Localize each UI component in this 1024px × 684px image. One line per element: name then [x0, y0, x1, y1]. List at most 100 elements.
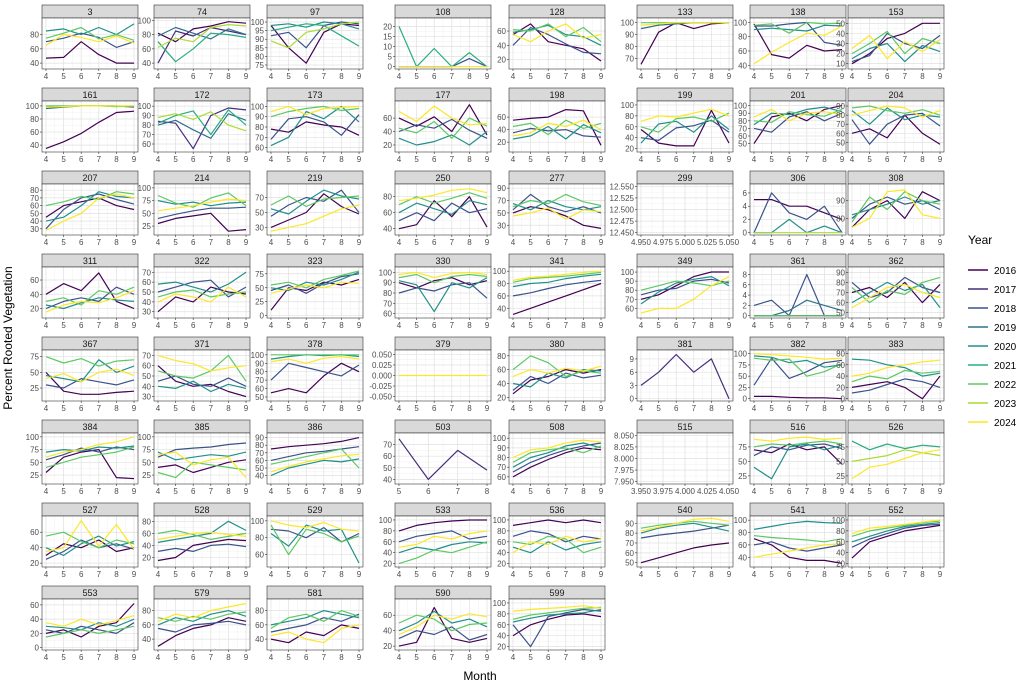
y-tick-label: 90	[625, 31, 634, 40]
y-tick-label: 60	[836, 538, 845, 547]
panel-strip-label: 529	[307, 505, 322, 515]
series-line-2022	[270, 524, 360, 556]
y-tick-label: 60	[497, 473, 506, 482]
x-tick-label: 5	[769, 72, 774, 81]
x-tick-label: 7	[692, 72, 697, 81]
x-tick-label: 8	[581, 570, 586, 579]
x-tick-label: 9	[727, 72, 732, 81]
series-line-2020	[640, 522, 730, 534]
x-tick-label: 4	[44, 321, 49, 330]
x-tick-label: 9	[599, 155, 604, 164]
y-tick-label: 25	[836, 472, 845, 481]
y-tick-label: 100	[251, 18, 265, 27]
panel-strip-label: 138	[790, 7, 805, 17]
panel-strip-label: 199	[677, 90, 692, 100]
x-tick-label: 5.050	[719, 238, 740, 247]
y-tick-label: 75	[836, 443, 845, 452]
panel-strip-label: 382	[790, 339, 805, 349]
y-tick-label: 0	[841, 395, 846, 404]
y-tick-label: -0.050	[369, 393, 392, 402]
x-tick-label: 4	[850, 321, 855, 330]
x-tick-label: 5	[414, 72, 419, 81]
y-tick-label: 60	[142, 529, 151, 538]
x-tick-label: 4	[44, 487, 49, 496]
panel-308: 308 80 90 4 5 6 7 8 9	[836, 170, 945, 247]
y-tick-label: 25	[142, 222, 151, 231]
panel-382: 382 0 25 50 75 100 4 5 6 7 8 9	[734, 336, 847, 413]
y-tick-label: 90	[738, 109, 747, 118]
x-tick-label: 4	[639, 72, 644, 81]
y-tick-label: 100	[26, 433, 40, 442]
y-tick-label: 50	[836, 19, 845, 28]
x-tick-label: 7	[564, 155, 569, 164]
x-tick-label: 8	[920, 487, 925, 496]
series-line-2018	[753, 111, 843, 133]
x-tick-label: 5	[61, 404, 66, 413]
series-line-2022	[45, 625, 135, 638]
x-tick-label: 9	[244, 321, 249, 330]
series-line-2024	[45, 33, 135, 46]
series-line-2019	[157, 26, 247, 40]
y-tick-label: 20	[836, 560, 845, 569]
series-line-2024	[157, 354, 247, 372]
series-line-2024	[157, 451, 247, 478]
x-tick-label: 4	[752, 321, 757, 330]
x-tick-label: 9	[727, 321, 732, 330]
x-tick-label: 7	[903, 487, 908, 496]
panel-516: 516 25 50 75 4 5 6 7 8 9	[738, 419, 847, 496]
y-tick-label: 0	[260, 312, 265, 321]
series-line-2018	[270, 114, 360, 140]
y-tick-label: 100	[138, 184, 152, 193]
series-line-2022	[512, 193, 602, 208]
x-tick-label: 9	[132, 404, 137, 413]
series-line-2018	[157, 279, 247, 298]
y-tick-label: 10	[383, 43, 392, 52]
x-tick-label: 4	[752, 72, 757, 81]
y-tick-label: 40	[836, 29, 845, 38]
panel-border	[394, 183, 492, 236]
x-tick-label: 8	[920, 238, 925, 247]
x-tick-label: 7	[564, 321, 569, 330]
x-tick-label: 8	[920, 321, 925, 330]
series-line-2018	[45, 286, 135, 310]
panel-strip-label: 361	[790, 256, 805, 266]
y-tick-label: 70	[625, 539, 634, 548]
panel-strip-label: 590	[435, 588, 450, 598]
x-tick-label: 9	[599, 487, 604, 496]
y-tick-label: 80	[142, 517, 151, 526]
panel-strip-label: 3	[87, 7, 92, 17]
x-tick-label: 5	[414, 238, 419, 247]
series-line-2024	[851, 449, 941, 480]
x-tick-label: 5.000	[675, 238, 696, 247]
panel-border	[508, 432, 606, 485]
y-tick-label: 50	[30, 209, 39, 218]
panel-3: 3 40 60 80 4 5 6 7 8 9	[30, 4, 139, 81]
panel-strip-label: 214	[194, 173, 209, 183]
panel-strip-label: 540	[677, 505, 692, 515]
x-tick-label: 8	[920, 570, 925, 579]
series-line-2018	[754, 21, 843, 46]
series-line-2022	[851, 30, 941, 55]
y-tick-label: 0.025	[372, 361, 393, 370]
series-line-2022	[753, 108, 843, 123]
panel-border	[847, 349, 945, 402]
series-line-2020	[398, 277, 488, 313]
x-tick-label: 6	[79, 487, 84, 496]
x-tick-label: 4	[511, 155, 516, 164]
series-line-2022	[512, 23, 602, 43]
x-tick-label: 8	[822, 487, 827, 496]
x-tick-label: 5	[173, 653, 178, 662]
y-tick-label: 90	[142, 112, 151, 121]
x-tick-label: 6	[191, 155, 196, 164]
x-tick-label: 4	[850, 72, 855, 81]
panel-border	[508, 598, 606, 651]
panel-strip-label: 386	[307, 422, 322, 432]
y-tick-label: 80	[738, 529, 747, 538]
series-line-2024	[45, 615, 135, 627]
